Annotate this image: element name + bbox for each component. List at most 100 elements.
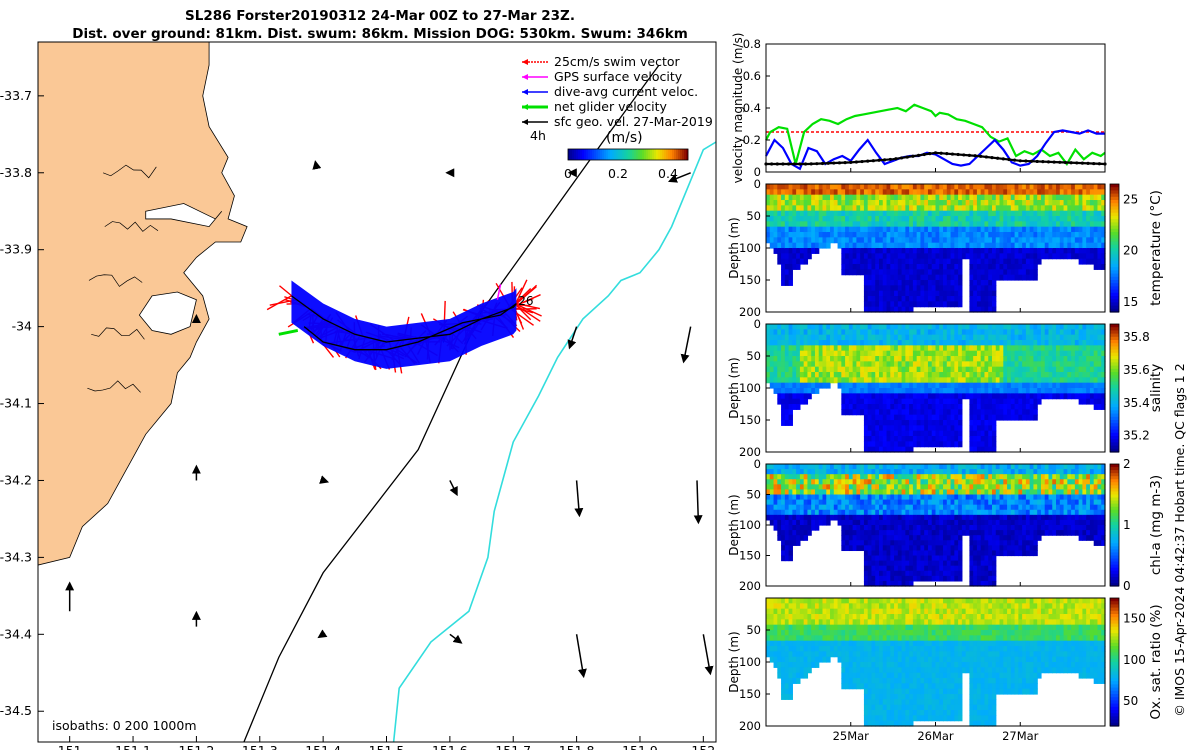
heatmap-cell	[788, 232, 793, 238]
heatmap-cell	[1025, 329, 1031, 336]
heatmap-cell	[958, 550, 963, 557]
heatmap-cell	[901, 464, 906, 470]
heatmap-cell	[792, 398, 797, 405]
colorbar-cell	[670, 149, 673, 160]
velocity-point	[815, 162, 819, 166]
heatmap-cell	[1007, 194, 1012, 201]
heatmap-cell	[807, 232, 812, 238]
heatmap-cell	[1089, 205, 1095, 212]
heatmap-cell	[939, 189, 944, 196]
heatmap-cell	[879, 504, 884, 511]
heatmap-cell	[980, 441, 986, 448]
colorbar-cell	[570, 149, 573, 160]
heatmap-cell	[939, 264, 944, 270]
heatmap-cell	[1071, 377, 1076, 384]
heatmap-cell	[965, 464, 970, 470]
heatmap-cell	[841, 479, 846, 485]
heatmap-cell	[935, 494, 940, 501]
heatmap-cell	[886, 184, 891, 190]
heatmap-cell	[927, 550, 933, 557]
heatmap-cell	[992, 329, 997, 336]
heatmap-cell	[792, 514, 797, 521]
heatmap-cell	[799, 189, 805, 196]
colorbar-cell	[1110, 238, 1119, 243]
heatmap-cell	[950, 425, 955, 432]
heatmap-cell	[901, 484, 906, 491]
heatmap-cell	[980, 361, 986, 368]
colorbar-box	[1109, 323, 1120, 453]
heatmap-cell	[863, 409, 869, 416]
heatmap-cell	[814, 340, 820, 346]
heatmap-cell	[781, 334, 786, 341]
heatmap-cell	[788, 221, 793, 228]
heatmap-cell	[1067, 393, 1072, 400]
heatmap-cell	[799, 464, 805, 470]
heatmap-cell	[1082, 189, 1087, 196]
heatmap-cell	[927, 441, 933, 448]
heatmap-cell	[1071, 356, 1076, 362]
heatmap-cell	[811, 184, 816, 190]
heatmap-cell	[781, 484, 786, 491]
heatmap-cell	[897, 372, 903, 378]
heatmap-cell	[924, 356, 929, 362]
heatmap-cell	[927, 535, 933, 541]
heatmap-cell	[916, 464, 922, 470]
heatmap-cell	[781, 382, 786, 389]
heatmap-cell	[973, 345, 978, 352]
heatmap-cell	[901, 560, 906, 567]
heatmap-cell	[1089, 210, 1095, 217]
heatmap-cell	[924, 550, 929, 557]
heatmap-cell	[863, 494, 869, 501]
heatmap-cell	[1059, 345, 1065, 352]
heatmap-cell	[954, 479, 959, 485]
heatmap-cell	[788, 479, 793, 485]
heatmap-cell	[863, 274, 869, 281]
heatmap-cell	[890, 382, 895, 389]
heatmap-cell	[860, 242, 865, 249]
colorbar-cell	[1110, 362, 1119, 367]
heatmap-cell	[781, 242, 786, 249]
heatmap-cell	[924, 377, 929, 384]
heatmap-cell	[882, 570, 888, 577]
heatmap-cell	[973, 329, 978, 336]
heatmap-cell	[867, 464, 873, 470]
heatmap-cell	[965, 329, 970, 336]
heatmap-cell	[890, 216, 895, 222]
heatmap-cell	[1010, 274, 1016, 281]
heatmap-cell	[980, 425, 986, 432]
heatmap-cell	[927, 194, 933, 201]
heatmap-cell	[1101, 194, 1106, 201]
heatmap-cell	[1086, 205, 1091, 212]
heatmap-cell	[935, 237, 940, 244]
heatmap-cell	[976, 264, 982, 270]
heatmap-cell	[784, 499, 790, 506]
heatmap-cell	[784, 189, 790, 196]
heatmap-cell	[927, 560, 933, 567]
heatmap-cell	[796, 469, 801, 475]
heatmap-cell	[924, 290, 929, 297]
heatmap-cell	[860, 205, 865, 212]
colorbar-cell	[1110, 432, 1119, 437]
heatmap-cell	[897, 189, 903, 196]
heatmap-cell	[879, 550, 884, 557]
heatmap-cell	[1048, 372, 1053, 378]
heatmap-cell	[954, 404, 959, 410]
heatmap-cell	[852, 264, 857, 270]
heatmap-cell	[939, 420, 944, 426]
heatmap-cell	[931, 301, 937, 308]
heatmap-cell	[992, 205, 997, 212]
heatmap-cell	[1059, 216, 1065, 222]
heatmap-cell	[848, 377, 854, 384]
heatmap-cell	[1097, 366, 1102, 373]
y-tick-label: -33.7	[0, 88, 32, 103]
heatmap-cell	[875, 290, 880, 297]
heatmap-cell	[946, 194, 952, 201]
heatmap-cell	[773, 377, 778, 384]
heatmap-cell	[845, 382, 850, 389]
heatmap-cell	[1063, 366, 1068, 373]
heatmap-cell	[1029, 242, 1035, 249]
heatmap-cell	[773, 200, 778, 206]
heatmap-cell	[976, 184, 982, 190]
heatmap-cell	[1067, 194, 1072, 201]
heatmap-cell	[807, 489, 812, 496]
